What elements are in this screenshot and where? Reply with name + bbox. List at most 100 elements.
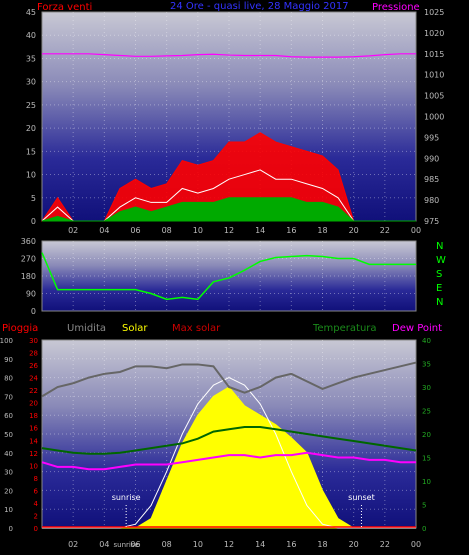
time-tick-label: 18 [317,540,327,549]
direction-panel [41,240,417,312]
wind-tick-label: 25 [26,101,36,110]
time-tick-label: 06 [130,540,140,549]
time-tick-label: 02 [68,540,78,549]
pressure-tick-label: 1020 [424,29,444,38]
time-tick-label: 10 [193,540,203,549]
sunset-label: sunset [348,493,375,502]
pressure-tick-label: 980 [424,196,439,205]
time-tick-label: 02 [68,226,78,235]
time-tick-label: 14 [255,226,265,235]
dew-point-line [41,451,416,471]
rain-tick-label: 22 [29,387,38,395]
rain-tick-label: 2 [34,512,38,520]
time-tick-label: 00 [411,226,421,235]
rain-tick-label: 6 [34,487,39,495]
humidity-tick-label: 40 [4,450,13,458]
rain-tick-label: 8 [34,475,38,483]
compass-label: N [436,297,443,308]
wind-tick-label: 15 [26,147,36,156]
rain-tick-label: 4 [34,500,39,508]
humidity-tick-label: 10 [4,506,13,514]
time-tick-label: 04 [99,540,109,549]
temperature-tick-label: 5 [422,502,426,510]
rain-tick-label: 28 [29,350,38,358]
pressure-tick-label: 985 [424,175,439,184]
temperature-tick-label: 30 [422,384,431,392]
pressure-tick-label: 1010 [424,71,444,80]
rain-tick-label: 20 [29,400,38,408]
rain-tick-label: 18 [29,412,38,420]
rain-tick-label: 16 [29,425,38,433]
solar-series [42,377,416,529]
humidity-tick-label: 50 [4,431,13,439]
time-tick-label: 20 [349,226,359,235]
temperature-tick-label: 20 [422,431,431,439]
rain-tick-label: 0 [34,525,38,533]
legend-max-solar: Max solar [172,323,221,334]
temperature-tick-label: 40 [422,337,431,345]
wind-tick-label: 35 [26,54,36,63]
rain-tick-label: 12 [29,450,38,458]
pressure-tick-label: 990 [424,154,439,163]
direction-line [41,252,416,301]
direction-tick-label: 270 [21,255,36,264]
direction-tick-label: 180 [21,272,36,281]
rain-tick-label: 26 [29,362,38,370]
wind-tick-label: 40 [26,31,36,40]
wind-tick-label: 0 [31,217,36,226]
temperature-tick-label: 0 [422,525,426,533]
time-tick-label: 22 [380,226,390,235]
pressure-tick-label: 1005 [424,92,444,101]
time-tick-label: 12 [224,540,234,549]
sunrise-label: sunrise [112,493,141,502]
pressure-tick-label: 1000 [424,113,444,122]
time-tick-label: 16 [286,540,296,549]
legend-pressure: Pressione [372,2,420,13]
time-tick-label: 08 [162,540,172,549]
temperature-tick-label: 15 [422,455,431,463]
wind-panel-axes: 0510152025303540459759809859909951000100… [26,8,445,235]
humidity-tick-label: 70 [4,393,13,401]
wind-tick-label: 5 [31,194,36,203]
max-solar-line [42,377,416,529]
temperature-line [41,425,417,455]
time-tick-label: 08 [162,226,172,235]
time-tick-label: 20 [349,540,359,549]
wind-tick-label: 45 [26,8,36,17]
legend-temperature: Temperatura [312,323,377,334]
humidity-tick-label: 90 [4,356,13,364]
time-tick-label: 18 [317,226,327,235]
direction-series [41,252,416,301]
time-tick-label: 10 [193,226,203,235]
temperature-tick-label: 10 [422,478,431,486]
pressure-series [42,53,416,58]
humidity-tick-label: 0 [9,525,13,533]
humidity-tick-label: 30 [4,469,13,477]
wind-tick-label: 20 [26,124,36,133]
humidity-line [41,361,417,398]
wind-tick-label: 10 [26,171,36,180]
pressure-tick-label: 995 [424,133,439,142]
wind-tick-label: 30 [26,78,36,87]
humidity-tick-label: 60 [4,412,13,420]
legend-rain: Pioggia [2,323,38,334]
wind-panel-grid [42,12,416,221]
temperature-tick-label: 25 [422,408,431,416]
time-tick-label: 14 [255,540,265,549]
rain-tick-label: 24 [29,375,38,383]
humidity-tick-label: 100 [0,337,13,345]
pressure-line [42,53,416,58]
compass-label: S [436,269,442,280]
legend-wind: Forza venti [37,2,92,13]
compass-label: E [436,283,442,294]
legend-humidity: Umidita [67,323,106,334]
time-tick-label: 22 [380,540,390,549]
time-tick-label: 12 [224,226,234,235]
humidity-tick-label: 80 [4,375,13,383]
direction-tick-label: 0 [31,307,36,316]
time-tick-label: 06 [130,226,140,235]
legend-solar: Solar [122,323,148,334]
chart-title: 24 Ore - quasi live, 28 Maggio 2017 [170,1,349,12]
